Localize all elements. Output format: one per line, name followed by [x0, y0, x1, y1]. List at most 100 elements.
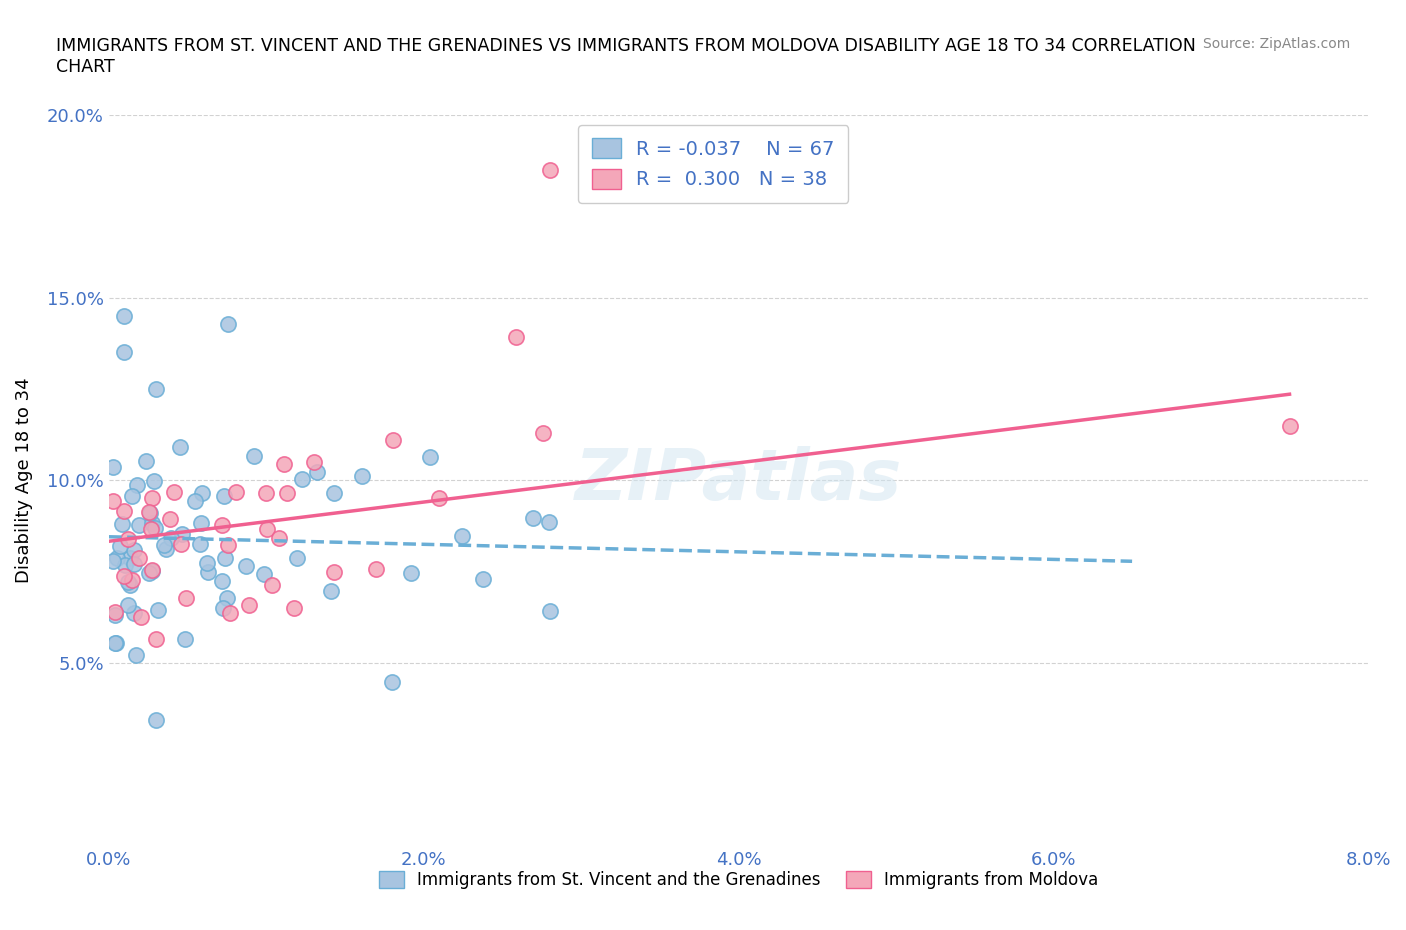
Immigrants from Moldova — [505, 329, 527, 344]
Immigrants from Moldova — [129, 610, 152, 625]
Immigrants from St. Vincent and the Grenadines — [121, 488, 143, 503]
Immigrants from Moldova — [538, 163, 561, 178]
Immigrants from St. Vincent and the Grenadines — [170, 526, 193, 541]
Immigrants from St. Vincent and the Grenadines — [235, 558, 257, 573]
Immigrants from St. Vincent and the Grenadines — [399, 566, 422, 581]
Immigrants from Moldova — [531, 426, 554, 441]
Text: ZIPatlas: ZIPatlas — [575, 445, 903, 515]
Immigrants from Moldova — [427, 490, 450, 505]
Immigrants from Moldova — [141, 563, 163, 578]
Immigrants from Moldova — [103, 494, 125, 509]
Immigrants from St. Vincent and the Grenadines — [111, 516, 134, 531]
Immigrants from St. Vincent and the Grenadines — [169, 440, 191, 455]
Immigrants from St. Vincent and the Grenadines — [125, 478, 148, 493]
Immigrants from Moldova — [256, 522, 278, 537]
Immigrants from St. Vincent and the Grenadines — [138, 565, 160, 580]
Immigrants from Moldova — [366, 562, 388, 577]
Immigrants from St. Vincent and the Grenadines — [215, 591, 238, 605]
Immigrants from St. Vincent and the Grenadines — [195, 555, 218, 570]
Immigrants from St. Vincent and the Grenadines — [155, 541, 177, 556]
Text: IMMIGRANTS FROM ST. VINCENT AND THE GRENADINES VS IMMIGRANTS FROM MOLDOVA DISABI: IMMIGRANTS FROM ST. VINCENT AND THE GREN… — [56, 37, 1197, 76]
Immigrants from St. Vincent and the Grenadines — [253, 566, 276, 581]
Immigrants from St. Vincent and the Grenadines — [145, 381, 167, 396]
Immigrants from Moldova — [276, 485, 298, 500]
Immigrants from Moldova — [141, 522, 163, 537]
Text: Source: ZipAtlas.com: Source: ZipAtlas.com — [1202, 37, 1350, 51]
Immigrants from St. Vincent and the Grenadines — [352, 469, 374, 484]
Immigrants from St. Vincent and the Grenadines — [120, 578, 142, 593]
Immigrants from St. Vincent and the Grenadines — [122, 542, 145, 557]
Immigrants from St. Vincent and the Grenadines — [110, 538, 132, 553]
Immigrants from St. Vincent and the Grenadines — [124, 556, 146, 571]
Immigrants from Moldova — [211, 518, 233, 533]
Immigrants from Moldova — [381, 432, 404, 447]
Y-axis label: Disability Age 18 to 34: Disability Age 18 to 34 — [15, 378, 32, 583]
Immigrants from Moldova — [302, 455, 325, 470]
Immigrants from St. Vincent and the Grenadines — [191, 486, 214, 501]
Immigrants from St. Vincent and the Grenadines — [159, 531, 181, 546]
Immigrants from St. Vincent and the Grenadines — [285, 551, 308, 565]
Immigrants from St. Vincent and the Grenadines — [419, 450, 441, 465]
Immigrants from Moldova — [104, 604, 127, 619]
Immigrants from Moldova — [159, 512, 181, 526]
Immigrants from Moldova — [218, 606, 240, 621]
Immigrants from St. Vincent and the Grenadines — [197, 565, 219, 579]
Immigrants from St. Vincent and the Grenadines — [537, 514, 560, 529]
Immigrants from Moldova — [163, 485, 186, 499]
Immigrants from St. Vincent and the Grenadines — [538, 604, 561, 618]
Immigrants from Moldova — [238, 597, 260, 612]
Immigrants from Moldova — [112, 568, 135, 583]
Immigrants from St. Vincent and the Grenadines — [217, 317, 239, 332]
Immigrants from Moldova — [128, 551, 150, 565]
Immigrants from St. Vincent and the Grenadines — [291, 472, 314, 486]
Immigrants from St. Vincent and the Grenadines — [319, 584, 342, 599]
Immigrants from St. Vincent and the Grenadines — [141, 564, 163, 578]
Immigrants from St. Vincent and the Grenadines — [190, 515, 212, 530]
Immigrants from Moldova — [254, 485, 277, 500]
Immigrants from St. Vincent and the Grenadines — [114, 557, 136, 572]
Immigrants from St. Vincent and the Grenadines — [184, 494, 207, 509]
Immigrants from St. Vincent and the Grenadines — [305, 464, 328, 479]
Immigrants from St. Vincent and the Grenadines — [243, 449, 266, 464]
Immigrants from St. Vincent and the Grenadines — [103, 459, 125, 474]
Immigrants from Moldova — [141, 490, 163, 505]
Immigrants from Moldova — [170, 537, 193, 551]
Immigrants from Moldova — [225, 485, 247, 499]
Immigrants from St. Vincent and the Grenadines — [105, 636, 128, 651]
Immigrants from St. Vincent and the Grenadines — [114, 345, 136, 360]
Immigrants from St. Vincent and the Grenadines — [174, 631, 197, 646]
Immigrants from St. Vincent and the Grenadines — [141, 515, 163, 530]
Immigrants from Moldova — [1278, 418, 1301, 433]
Immigrants from Moldova — [174, 591, 197, 605]
Immigrants from Moldova — [283, 601, 305, 616]
Immigrants from St. Vincent and the Grenadines — [117, 575, 139, 590]
Immigrants from St. Vincent and the Grenadines — [103, 607, 125, 622]
Immigrants from Moldova — [273, 457, 295, 472]
Legend: R = -0.037    N = 67, R =  0.300   N = 38: R = -0.037 N = 67, R = 0.300 N = 38 — [578, 125, 848, 203]
Immigrants from Moldova — [145, 631, 167, 646]
Immigrants from St. Vincent and the Grenadines — [188, 537, 211, 551]
Immigrants from St. Vincent and the Grenadines — [122, 605, 145, 620]
Immigrants from Moldova — [260, 578, 283, 593]
Immigrants from St. Vincent and the Grenadines — [472, 571, 495, 586]
Immigrants from Moldova — [138, 505, 160, 520]
Immigrants from St. Vincent and the Grenadines — [381, 674, 404, 689]
Immigrants from Moldova — [267, 531, 290, 546]
Immigrants from Moldova — [121, 573, 143, 588]
Immigrants from St. Vincent and the Grenadines — [117, 597, 139, 612]
Immigrants from St. Vincent and the Grenadines — [212, 489, 235, 504]
Immigrants from St. Vincent and the Grenadines — [128, 518, 150, 533]
Immigrants from St. Vincent and the Grenadines — [143, 473, 166, 488]
Immigrants from Moldova — [323, 565, 346, 579]
Immigrants from St. Vincent and the Grenadines — [105, 551, 128, 565]
Immigrants from St. Vincent and the Grenadines — [120, 551, 142, 565]
Immigrants from St. Vincent and the Grenadines — [145, 712, 167, 727]
Immigrants from St. Vincent and the Grenadines — [103, 553, 125, 568]
Immigrants from St. Vincent and the Grenadines — [322, 485, 344, 500]
Immigrants from St. Vincent and the Grenadines — [139, 506, 162, 521]
Immigrants from Moldova — [112, 504, 135, 519]
Immigrants from St. Vincent and the Grenadines — [212, 601, 235, 616]
Immigrants from St. Vincent and the Grenadines — [451, 528, 474, 543]
Immigrants from St. Vincent and the Grenadines — [153, 538, 176, 552]
Immigrants from Moldova — [117, 531, 139, 546]
